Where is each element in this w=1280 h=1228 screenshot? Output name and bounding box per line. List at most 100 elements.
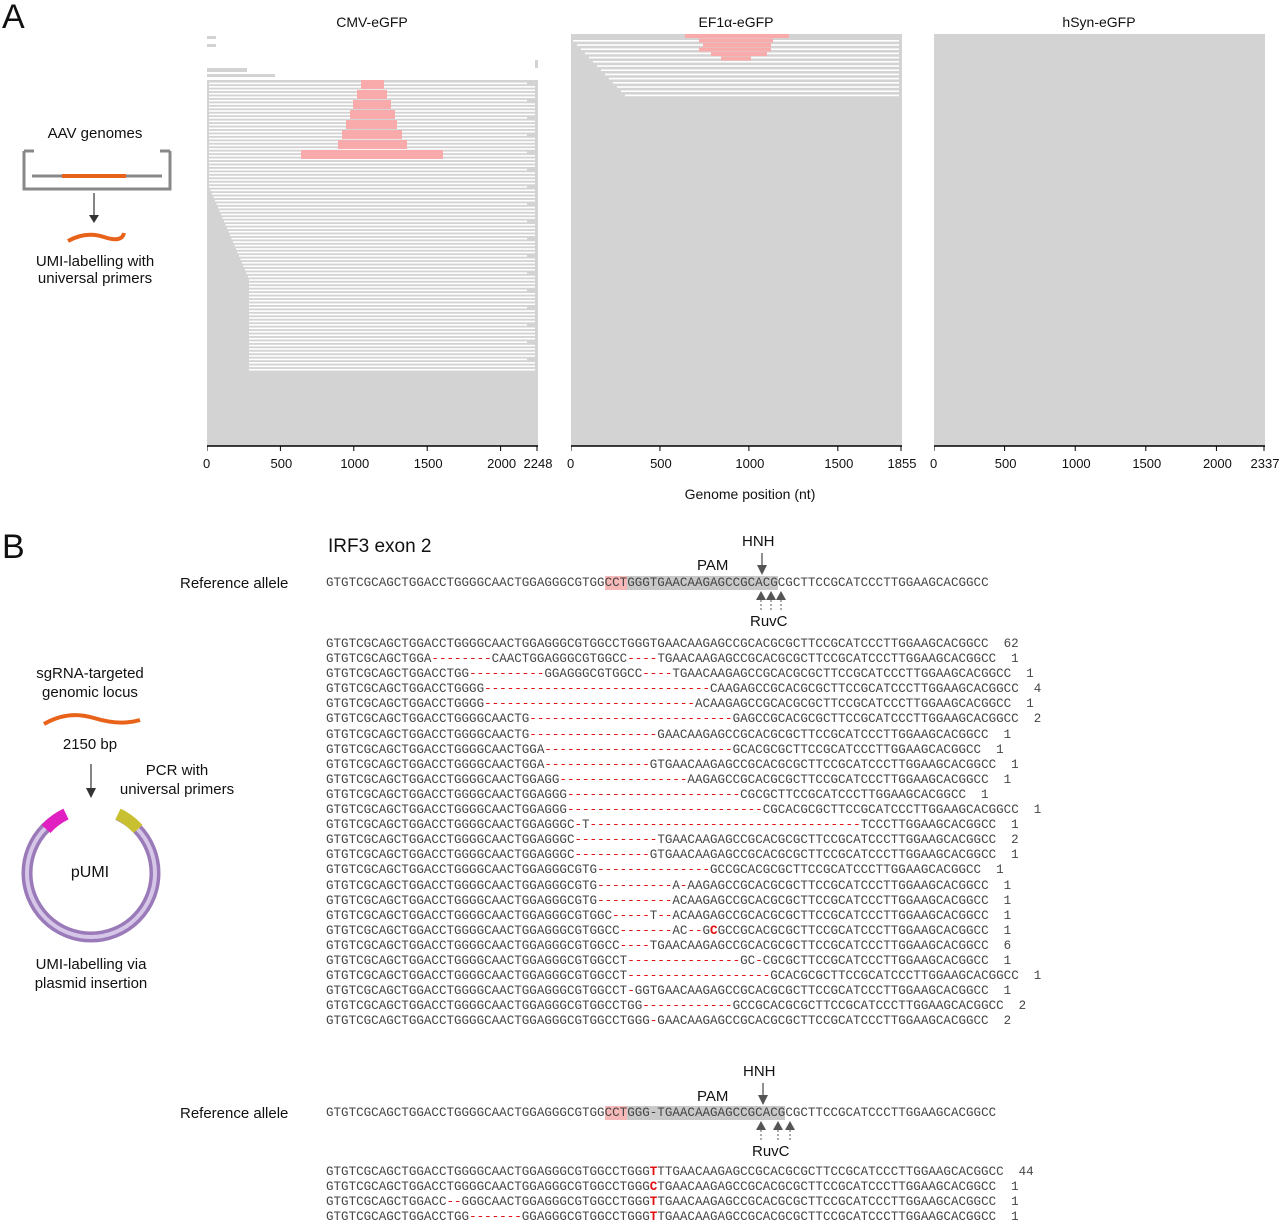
read-gap [625, 94, 899, 97]
pcr-label: PCR with universal primers [119, 762, 235, 798]
tick-label: 0 [203, 456, 211, 471]
allele-count: 1 [988, 727, 1012, 742]
tick-label: 1855 [887, 456, 917, 471]
read-gap [248, 275, 535, 278]
allele-count: 6 [988, 938, 1012, 953]
tick-label: 2000 [1202, 456, 1232, 471]
tick-label: 0 [930, 456, 938, 471]
allele-row: GTGTCGCAGCTGGACCTGGGGCAACTGGAGGGC-------… [326, 848, 1019, 863]
deletion-segment [699, 47, 771, 52]
read-gap [221, 213, 535, 216]
allele-count: 1 [981, 863, 1004, 878]
panel-b-letter: B [2, 528, 25, 566]
read-gap [249, 365, 535, 368]
plot-title-cmv: CMV-eGFP [336, 14, 408, 30]
allele-row: GTGTCGCAGCTGGACCTGG-------GGAGGGCGTGGCCT… [326, 1210, 1019, 1225]
read-gap [249, 334, 535, 337]
read-gap [213, 196, 535, 199]
allele-count: 1 [996, 757, 1019, 772]
read-gap [249, 299, 535, 302]
allele-table-1: GTGTCGCAGCTGGACCTGGGGCAACTGGAGGGCGTGGCCT… [326, 637, 1041, 1029]
read-gap [621, 90, 899, 92]
read-gap [209, 179, 535, 181]
read-gap [605, 73, 899, 76]
ruvc-arrows-icon [756, 591, 786, 610]
allele-count: 1 [988, 893, 1012, 908]
allele-row: GTGTCGCAGCTGGACCTGGGGCAACTGGAGGGCGTG----… [326, 863, 1004, 878]
allele-row: GTGTCGCAGCTGGACCTGGGGCAACTGGAGGGCGTGGCCT… [326, 1014, 1012, 1029]
allele-row: GTGTCGCAGCTGGACCTGGGGCAACTGGAGGG--------… [326, 787, 989, 802]
read-gap [218, 206, 535, 209]
ruvc-label-2: RuvC [752, 1143, 790, 1160]
locus-fragment-icon [42, 713, 141, 726]
read-gap [231, 237, 527, 240]
read [207, 68, 247, 72]
read-gap [249, 355, 535, 357]
read-gap [249, 293, 535, 295]
read-gap [597, 65, 899, 67]
ref1-pam: CCT [604, 576, 628, 590]
hnh-label-1: HNH [742, 533, 775, 550]
allele-count: 1 [988, 878, 1012, 893]
aav-caption: UMI-labelling with universal primers [35, 253, 155, 287]
pumi-plasmid-icon [21, 801, 161, 943]
read-gap [617, 86, 899, 88]
fragment-size-label: 2150 bp [62, 736, 118, 753]
allele-row: GTGTCGCAGCTGGACCTGGGGCAACTGGAGGGC-------… [326, 833, 1019, 848]
allele-row: GTGTCGCAGCTGGACCTGGGGCAACTGGAGGGC-T-----… [326, 818, 1019, 833]
pam-label-2: PAM [697, 1088, 729, 1105]
read-gap [613, 82, 899, 84]
read-gap [209, 186, 527, 188]
tick-label: 1000 [340, 456, 370, 471]
allele-row: GTGTCGCAGCTGGACCTGGGGCAACTGGAGGGCGTG----… [326, 893, 1012, 908]
read-gap [245, 268, 535, 271]
read-gap [219, 210, 535, 212]
read-gap [249, 310, 535, 312]
tick-label: 500 [270, 456, 293, 471]
allele-row: GTGTCGCAGCTGGACCTGGGG-------------------… [326, 682, 1042, 697]
read-gap [249, 317, 535, 319]
deletion-segment [703, 43, 771, 47]
read-gap [209, 182, 535, 185]
deletion-segment [353, 100, 391, 109]
allele-row: GTGTCGCAGCTGGACCTGGGGCAACTG-------------… [326, 727, 1012, 742]
hnh-arrow-icon [757, 553, 767, 575]
x-axis-label: Genome position (nt) [684, 486, 816, 502]
allele-row: GTGTCGCAGCTGGACCTGGGGCAACTGGAGGGCGTGGCCT… [326, 637, 1019, 651]
x-axis-0 [207, 445, 538, 451]
allele-count: 1 [988, 772, 1012, 787]
read-gap [236, 248, 535, 250]
read-gap [249, 286, 535, 288]
read-gap [609, 77, 899, 80]
allele-count: 2 [1018, 712, 1042, 727]
read-gap [224, 220, 527, 223]
deletion-segment [301, 150, 443, 159]
allele-row: GTGTCGCAGCTGGACCTGGGGCAACTGGAGGGCGTGGCCT… [326, 999, 1027, 1014]
tick-label: 2000 [487, 456, 517, 471]
read-gap [243, 265, 535, 268]
read-gap [249, 296, 535, 299]
read-gap [249, 313, 535, 316]
read-gap [227, 227, 535, 230]
read-gap [249, 282, 535, 285]
read-gap [215, 199, 535, 202]
read-gap [207, 34, 538, 80]
plot-title-ef1a: EF1α-eGFP [698, 14, 774, 30]
ref2-pre: GTGTCGCAGCTGGACCTGGGGCAACTGGAGGGCGTGG [326, 1106, 605, 1120]
read [207, 44, 216, 47]
aav-genome-schematic [22, 149, 172, 243]
allele-row: GTGTCGCAGCTGGACCTGGGGCAACTGGA-----------… [326, 742, 1004, 757]
read-gap [242, 262, 535, 264]
read-gap [249, 289, 527, 292]
read-gap [249, 341, 527, 343]
allele-row: GTGTCGCAGCTGGACCTGGGG-------------------… [326, 697, 1034, 712]
allele-count: 1 [996, 1180, 1019, 1195]
allele-count: 44 [1003, 1165, 1034, 1179]
read-gap [209, 161, 535, 164]
allele-count: 1 [1018, 969, 1042, 984]
tick-label: 1500 [413, 456, 443, 471]
deletion-segment [350, 110, 395, 119]
read-gap [249, 337, 535, 340]
tick-label: 2337 [1250, 456, 1280, 471]
plot-title-hsyn: hSyn-eGFP [1062, 14, 1136, 30]
